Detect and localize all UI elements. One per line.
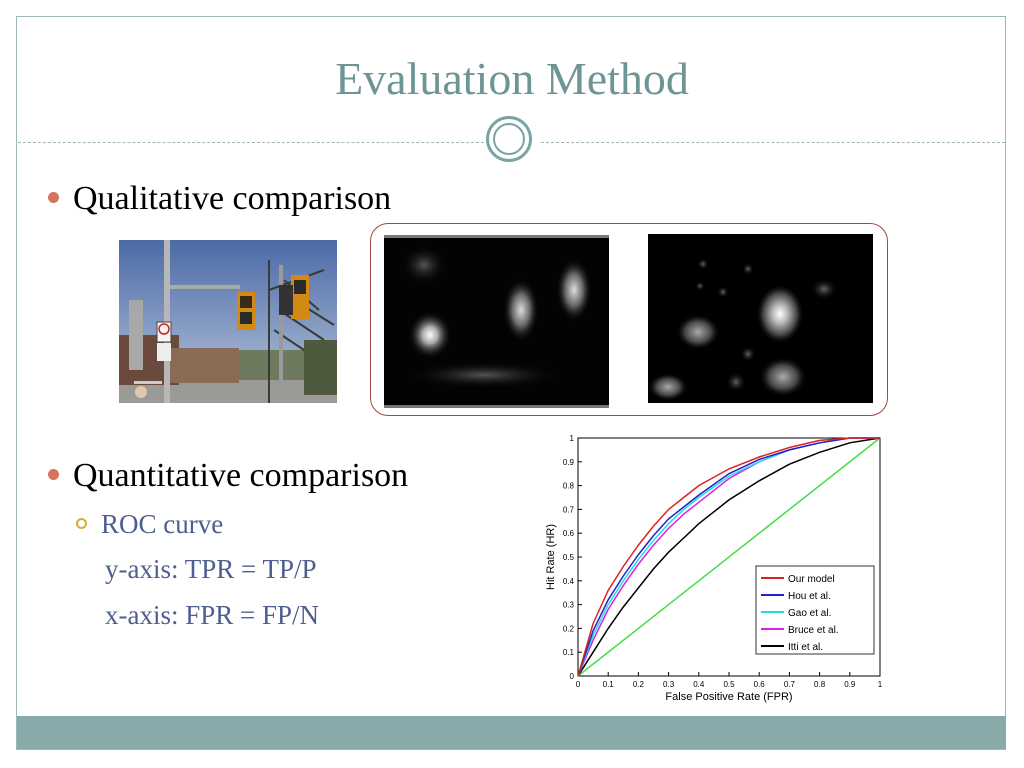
x-tick-label: 0.1	[603, 680, 615, 689]
sub-bullet-ring-icon	[76, 518, 87, 530]
x-axis-definition: x-axis: FPR = FP/N	[105, 600, 320, 630]
sub-bullet-roc-text: ROC curve	[101, 509, 224, 539]
x-tick-label: 0	[576, 680, 581, 689]
y-tick-label: 0.4	[563, 577, 575, 586]
x-tick-label: 0.7	[784, 680, 796, 689]
legend-box	[755, 565, 875, 655]
y-tick-label: 0.6	[563, 529, 575, 538]
x-axis-label: False Positive Rate (FPR)	[665, 691, 792, 703]
divider-circle-ornament	[486, 116, 532, 162]
bullet-qualitative: Qualitative comparison	[48, 180, 391, 218]
legend-label: Our model	[788, 574, 835, 585]
x-tick-label: 0.5	[723, 680, 735, 689]
bullet-quantitative: Quantitative comparison	[48, 457, 408, 495]
title-divider-left	[18, 142, 484, 143]
y-tick-label: 0.3	[563, 601, 575, 610]
title-divider-right	[541, 142, 1005, 143]
y-tick-label: 0.7	[563, 505, 575, 514]
bullet-quantitative-text: Quantitative comparison	[73, 457, 409, 494]
bullet-dot-icon	[48, 468, 59, 480]
y-tick-label: 0	[570, 672, 575, 681]
y-tick-label: 0.1	[563, 648, 575, 657]
roc-chart: 0 0.1 0.2 0.3 0.4 0.5 0.6 0.7 0.8 0.9 1 0 0.1 0.2 0.3 0…	[545, 434, 883, 703]
series-line	[577, 437, 881, 677]
legend-label: Gao et al.	[788, 608, 831, 619]
y-tick-label: 0.9	[563, 458, 575, 467]
x-tick-label: 0.6	[754, 680, 766, 689]
y-tick-label: 0.8	[563, 482, 575, 491]
x-tick-label: 0.2	[633, 680, 645, 689]
y-tick-label: 0.5	[563, 553, 575, 562]
sub-bullet-roc: ROC curve	[76, 509, 223, 540]
legend-label: Bruce et al.	[788, 625, 839, 636]
saliency-map-right	[648, 234, 873, 403]
legend-label: Itti et al.	[788, 642, 823, 653]
bullet-qualitative-text: Qualitative comparison	[73, 180, 392, 217]
y-axis-label: Hit Rate (HR)	[545, 524, 557, 590]
y-tick-label: 0.2	[563, 624, 575, 633]
x-tick-label: 0.4	[693, 680, 705, 689]
footer-bar	[17, 716, 1006, 749]
series-line	[577, 437, 880, 677]
slide-title: Evaluation Method	[335, 53, 689, 104]
y-tick-label: 1	[570, 434, 575, 443]
street-scene-photo	[119, 240, 337, 403]
bullet-dot-icon	[48, 191, 59, 203]
series-line	[577, 437, 881, 677]
y-axis-definition: y-axis: TPR = TP/P	[105, 554, 317, 584]
x-tick-label: 0.3	[663, 680, 675, 689]
x-tick-label: 0.9	[844, 680, 856, 689]
saliency-map-left	[384, 235, 609, 408]
series-line	[577, 437, 880, 677]
saliency-maps-frame	[370, 223, 888, 416]
legend-label: Hou et al.	[788, 591, 831, 602]
x-tick-label: 0.8	[814, 680, 826, 689]
x-tick-label: 1	[878, 680, 883, 689]
